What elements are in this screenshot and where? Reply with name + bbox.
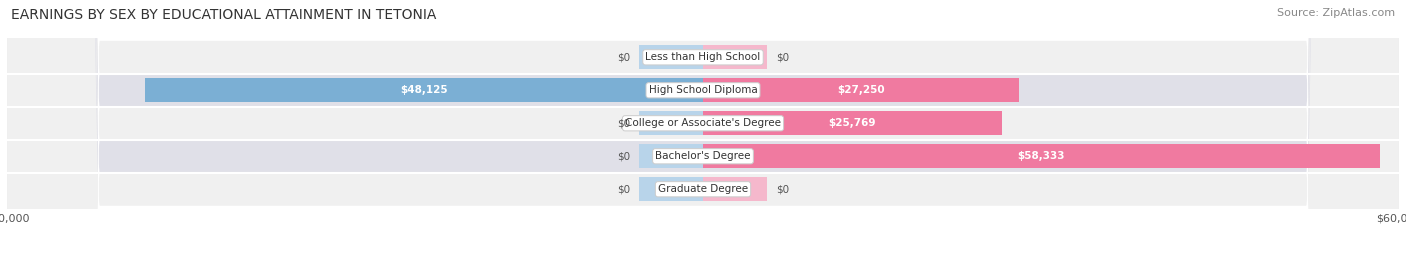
Text: $0: $0 xyxy=(776,52,789,62)
Bar xyxy=(145,79,703,102)
Bar xyxy=(703,46,766,69)
Bar xyxy=(703,111,1002,135)
Bar xyxy=(640,46,703,69)
Text: $0: $0 xyxy=(617,184,630,194)
Bar xyxy=(640,111,703,135)
Bar xyxy=(703,177,766,201)
Text: $58,333: $58,333 xyxy=(1018,151,1066,161)
Bar xyxy=(703,144,1379,168)
Text: Graduate Degree: Graduate Degree xyxy=(658,184,748,194)
Text: Bachelor's Degree: Bachelor's Degree xyxy=(655,151,751,161)
Text: Less than High School: Less than High School xyxy=(645,52,761,62)
Bar xyxy=(640,177,703,201)
FancyBboxPatch shape xyxy=(7,0,1399,268)
Text: $48,125: $48,125 xyxy=(401,85,447,95)
Text: College or Associate's Degree: College or Associate's Degree xyxy=(626,118,780,128)
Text: EARNINGS BY SEX BY EDUCATIONAL ATTAINMENT IN TETONIA: EARNINGS BY SEX BY EDUCATIONAL ATTAINMEN… xyxy=(11,8,437,22)
Text: $0: $0 xyxy=(617,52,630,62)
Text: $25,769: $25,769 xyxy=(828,118,876,128)
Text: $27,250: $27,250 xyxy=(837,85,884,95)
Text: $0: $0 xyxy=(617,151,630,161)
FancyBboxPatch shape xyxy=(7,0,1399,268)
FancyBboxPatch shape xyxy=(7,0,1399,268)
Text: Source: ZipAtlas.com: Source: ZipAtlas.com xyxy=(1277,8,1395,18)
Bar xyxy=(640,144,703,168)
FancyBboxPatch shape xyxy=(7,0,1399,268)
Text: $0: $0 xyxy=(776,184,789,194)
Text: High School Diploma: High School Diploma xyxy=(648,85,758,95)
Bar xyxy=(703,79,1019,102)
Text: $0: $0 xyxy=(617,118,630,128)
FancyBboxPatch shape xyxy=(7,0,1399,268)
